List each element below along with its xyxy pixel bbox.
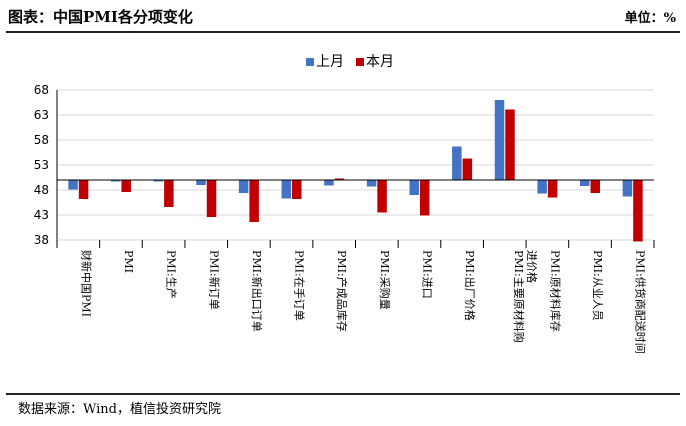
bottom-divider	[6, 393, 680, 395]
bar-current-month	[164, 180, 174, 207]
y-tick-label: 63	[34, 108, 49, 122]
x-category-label: PMI:新出口订单	[250, 250, 264, 332]
x-category-label: PMI:在手订单	[293, 250, 307, 321]
top-divider	[6, 31, 680, 33]
bar-current-month	[633, 180, 643, 242]
bar-prev-month	[110, 180, 121, 182]
bar-prev-month	[153, 180, 164, 182]
bar-prev-month	[580, 180, 590, 186]
bar-current-month	[547, 180, 558, 198]
bar-prev-month	[324, 180, 334, 186]
bar-prev-month	[409, 180, 419, 195]
bar-current-month	[334, 178, 345, 180]
x-category-label: 财新中国PMI	[79, 250, 93, 317]
bar-current-month	[505, 109, 515, 180]
bar-prev-month	[281, 180, 292, 199]
unit-label: 单位：%	[624, 11, 676, 26]
y-tick-label: 38	[34, 233, 49, 247]
x-category-label: PMI:新订单	[207, 250, 221, 310]
legend-swatch-prev	[306, 58, 314, 66]
bar-current-month	[377, 180, 387, 213]
bar-prev-month	[622, 180, 633, 197]
bar-current-month	[590, 180, 601, 193]
x-category-label: PMI:从业人员	[591, 250, 604, 321]
bar-current-month	[121, 180, 131, 192]
x-category-label: PMI:产成品库存	[335, 250, 349, 332]
x-category-label: PMI	[122, 250, 135, 273]
bar-current-month	[249, 180, 259, 222]
legend-label-current: 本月	[366, 54, 394, 70]
y-tick-label: 43	[34, 208, 49, 222]
y-tick-label: 53	[34, 158, 49, 172]
page-title: 图表：中国PMI各分项变化	[8, 8, 193, 26]
legend-swatch-current	[356, 58, 364, 66]
bar-prev-month	[68, 180, 78, 190]
x-category-label: PMI:主要原材料购进价格	[512, 250, 539, 343]
y-tick-label: 58	[34, 133, 49, 147]
bar-prev-month	[366, 180, 377, 187]
bar-prev-month	[494, 100, 505, 180]
source-note: 数据来源：Wind，植信投资研究院	[18, 402, 221, 417]
bar-prev-month	[452, 146, 462, 180]
bar-prev-month	[537, 180, 547, 194]
bar-current-month	[206, 180, 217, 217]
x-category-label: PMI:生产	[165, 250, 179, 299]
bar-current-month	[78, 180, 89, 199]
x-category-label: PMI:出厂价格	[463, 250, 477, 321]
header: 图表：中国PMI各分项变化 单位：%	[0, 0, 686, 32]
bar-current-month	[419, 180, 430, 216]
bar-current-month	[292, 180, 302, 199]
x-category-label: PMI:供货商配送时间	[634, 250, 648, 354]
pmi-bar-chart: 38 43 48 53 58 63 68 财新中国PMI PMI PMI:生产 PMI:新订单 PMI…	[34, 54, 655, 354]
x-category-label: PMI:采购量	[378, 250, 392, 310]
y-tick-label: 68	[34, 83, 49, 97]
y-tick-label: 48	[34, 183, 49, 197]
x-category-label: PMI:原材料库存	[548, 250, 562, 332]
bar-prev-month	[238, 180, 249, 193]
bar-prev-month	[196, 180, 206, 185]
x-category-label: PMI:进口	[420, 250, 433, 299]
legend-label-prev: 上月	[316, 54, 344, 70]
bar-current-month	[462, 158, 473, 180]
